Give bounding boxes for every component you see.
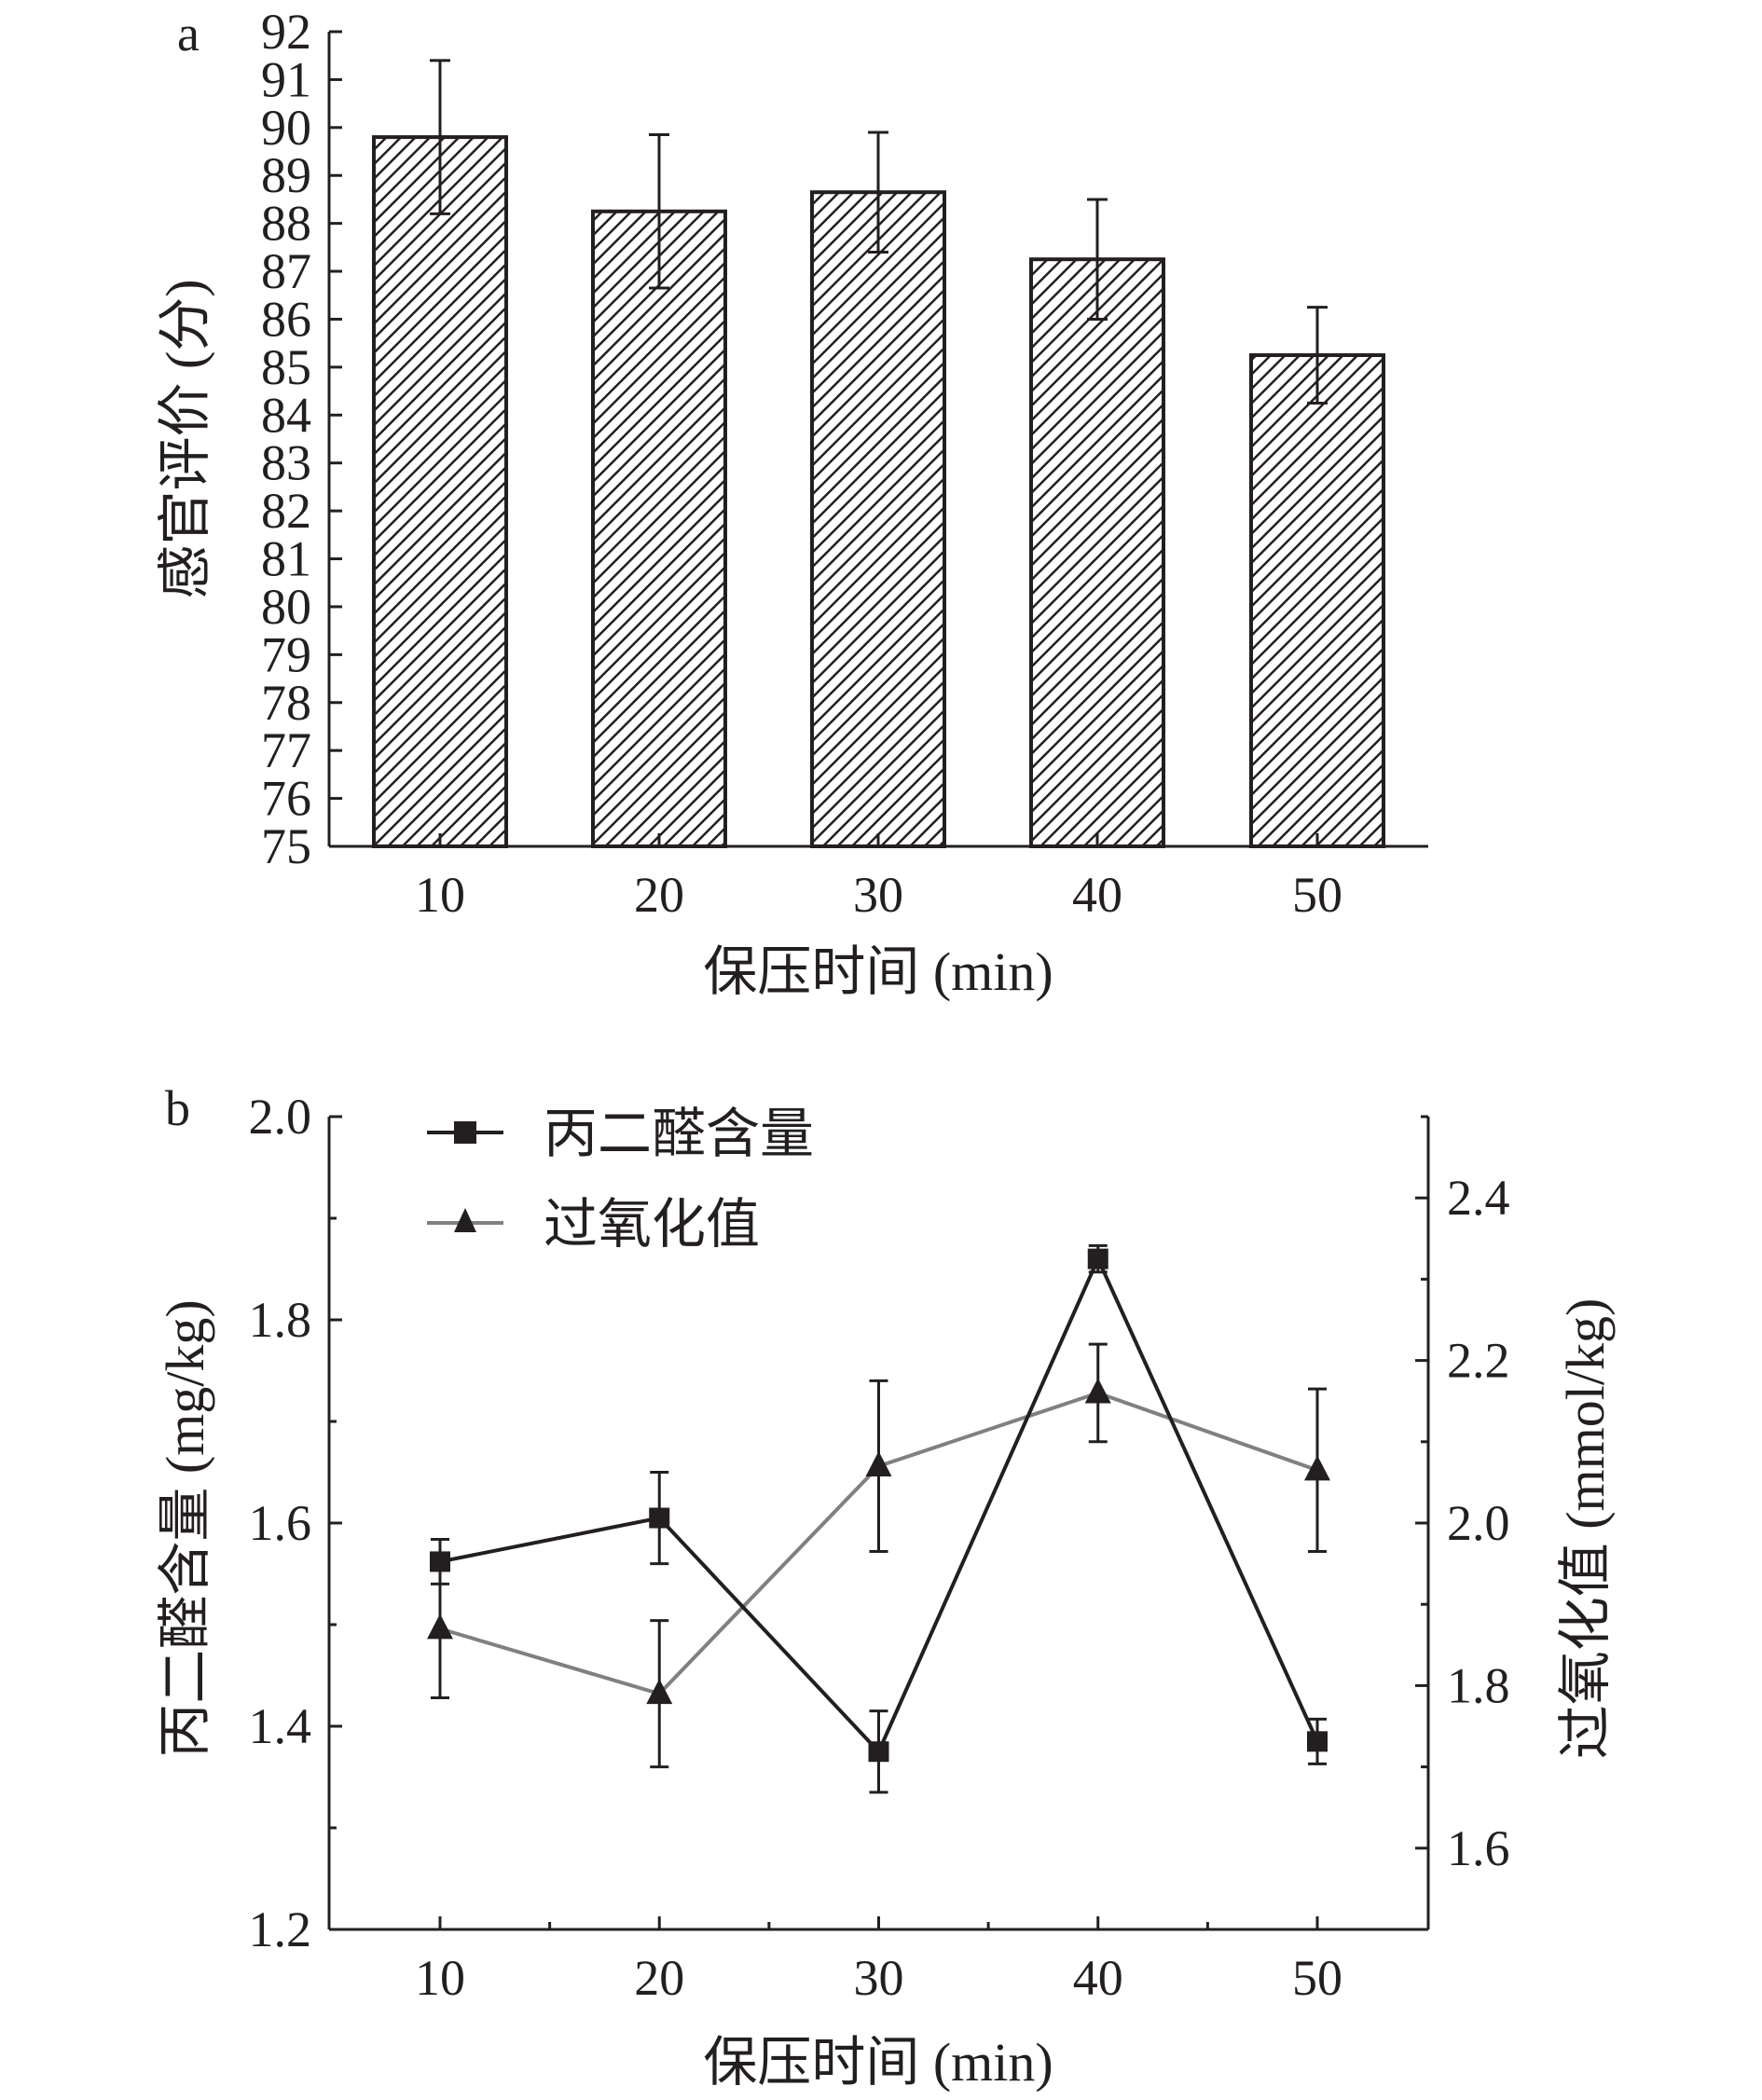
y-tick-label: 90 [261, 100, 311, 156]
panel-a-error-bars [430, 59, 1328, 405]
y-tick-label: 82 [261, 483, 311, 539]
y-tick-label: 77 [261, 722, 311, 778]
right-tick-label: 1.6 [1447, 1820, 1510, 1876]
panel-b-right-axis-label: 过氧化值 (mmol/kg) [1555, 1298, 1616, 1760]
y-tick-label: 76 [261, 771, 311, 827]
x-tick-label: 20 [634, 1950, 684, 2006]
panel-b-x-axis-label: 保压时间 (min) [703, 2032, 1053, 2093]
x-tick-label: 20 [634, 867, 684, 923]
left-tick-label: 1.4 [249, 1698, 312, 1754]
y-tick-label: 79 [261, 626, 311, 682]
left-tick-label: 1.6 [249, 1495, 312, 1551]
left-tick-label: 1.8 [249, 1292, 312, 1348]
x-tick-label: 40 [1073, 1950, 1123, 2006]
x-tick-label: 40 [1072, 867, 1122, 923]
right-tick-label: 1.8 [1447, 1657, 1510, 1713]
bar-10 [372, 135, 508, 848]
legend-entry-pov[interactable]: 过氧化值 [427, 1194, 760, 1255]
legend-mda-marker [454, 1121, 476, 1144]
panel-b: b 1.2 1.4 1.6 1.8 2.0 1.6 1.8 2.0 2.2 2.4 10 20 30… [155, 1080, 1616, 2093]
bar-30 [810, 190, 946, 848]
bar-50 [1249, 353, 1385, 848]
point-pov-20 [646, 1679, 673, 1705]
y-tick-label: 84 [261, 387, 311, 443]
point-pov-40 [1084, 1378, 1111, 1404]
y-tick-label: 80 [261, 579, 311, 635]
point-pov-10 [427, 1613, 453, 1640]
legend-entry-mda[interactable]: 丙二醛含量 [427, 1104, 814, 1164]
y-tick-label: 78 [261, 675, 311, 731]
y-tick-label: 81 [261, 531, 311, 587]
right-tick-label: 2.0 [1447, 1495, 1510, 1551]
panel-a-letter: a [177, 6, 200, 62]
legend-pov-label: 过氧化值 [544, 1194, 760, 1255]
point-pov-30 [865, 1450, 892, 1476]
left-tick-label: 2.0 [249, 1089, 312, 1145]
bar-20 [591, 209, 727, 848]
y-tick-label: 86 [261, 291, 311, 347]
panel-a-x-ticks: 10 20 30 40 50 [415, 833, 1342, 923]
point-mda-40 [1087, 1248, 1108, 1270]
x-tick-label: 10 [415, 867, 465, 923]
point-mda-50 [1307, 1731, 1328, 1752]
panel-b-left-axis-label: 丙二醛含量 (mg/kg) [155, 1299, 215, 1757]
y-tick-label: 92 [261, 4, 311, 60]
legend-mda-label: 丙二醛含量 [544, 1104, 814, 1164]
point-mda-20 [649, 1507, 670, 1529]
y-tick-label: 75 [261, 818, 311, 874]
x-tick-label: 30 [853, 867, 903, 923]
panel-b-left-ticks: 1.2 1.4 1.6 1.8 2.0 [249, 1089, 342, 1957]
x-tick-label: 30 [854, 1950, 904, 2006]
y-tick-label: 87 [261, 243, 311, 299]
panel-b-series [427, 1243, 1330, 1794]
y-tick-label: 85 [261, 339, 311, 395]
panel-a-x-axis-label: 保压时间 (min) [703, 941, 1053, 1002]
y-tick-label: 88 [261, 196, 311, 252]
point-mda-30 [868, 1741, 889, 1763]
bar-40 [1029, 257, 1165, 848]
x-tick-label: 50 [1292, 867, 1342, 923]
point-pov-50 [1304, 1455, 1330, 1481]
x-tick-label: 10 [415, 1950, 465, 2006]
panel-b-x-ticks: 10 20 30 40 50 [415, 1916, 1342, 2006]
panel-b-right-ticks: 1.6 1.8 2.0 2.2 2.4 [1415, 1115, 1510, 1931]
panel-a-y-axis-label: 感官评价 (分) [155, 279, 215, 598]
legend-pov-marker [454, 1208, 476, 1232]
y-tick-label: 89 [261, 147, 311, 203]
point-mda-10 [430, 1551, 450, 1572]
right-tick-label: 2.4 [1447, 1170, 1510, 1226]
x-tick-label: 50 [1292, 1950, 1342, 2006]
left-tick-label: 1.2 [249, 1901, 312, 1957]
right-tick-label: 2.2 [1447, 1333, 1510, 1389]
legend: 丙二醛含量 过氧化值 [427, 1104, 814, 1255]
y-tick-label: 91 [261, 51, 311, 107]
panel-b-letter: b [165, 1080, 190, 1136]
y-tick-label: 83 [261, 435, 311, 491]
